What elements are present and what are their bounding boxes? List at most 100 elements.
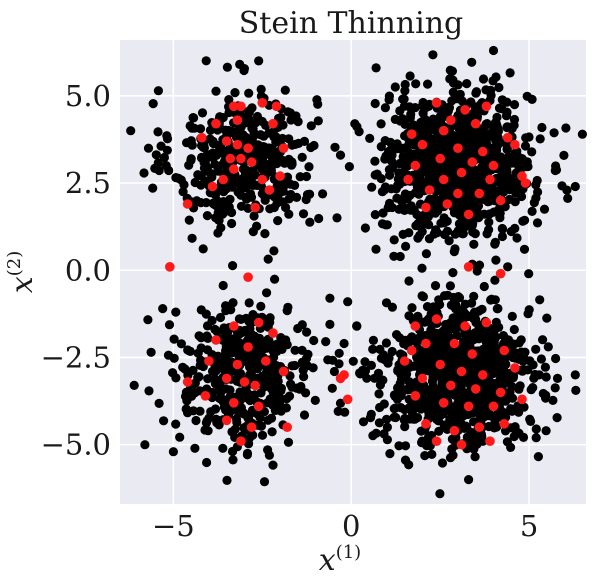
sample-point [270,274,280,284]
sample-point [193,170,203,180]
selected-point [435,359,446,370]
selected-point [449,338,460,349]
sample-point [514,352,524,362]
selected-point [221,415,232,426]
sample-point [191,415,201,426]
sample-point [148,99,158,109]
sample-point [143,143,154,153]
selected-point [410,391,421,401]
selected-point [250,380,260,391]
sample-point [486,365,497,375]
sample-point [299,410,310,420]
sample-point [376,119,386,129]
sample-point [213,162,224,172]
sample-point [441,133,452,143]
x-axis-label: x(1) [319,542,361,578]
sample-point [462,329,472,339]
sample-point [205,125,216,135]
sample-point [139,168,149,178]
sample-point [192,196,202,206]
sample-point [538,335,548,345]
sample-point [159,152,169,163]
selected-point [424,185,435,195]
selected-point [268,118,278,129]
sample-point [335,398,346,408]
sample-point [246,192,257,202]
sample-point [181,404,191,414]
sample-point [352,321,362,331]
sample-point [458,216,468,226]
selected-point [421,338,431,349]
sample-point [503,262,513,272]
sample-point [380,182,391,192]
selected-point [232,115,243,125]
sample-point [505,157,515,167]
sample-point [505,68,515,78]
sample-point [306,121,316,131]
sample-point [195,406,205,416]
sample-point [420,451,430,461]
sample-point [431,225,441,235]
sample-point [467,57,477,67]
sample-point [411,79,421,89]
selected-point [431,436,442,447]
sample-point [178,187,188,197]
sample-point [557,181,567,191]
sample-point [418,292,428,302]
sample-point [239,423,249,433]
sample-point [225,181,236,192]
selected-point [239,377,250,387]
sample-point [208,138,218,149]
sample-point [260,229,270,239]
selected-point [182,199,193,209]
selected-point [204,356,214,366]
sample-point [267,153,278,163]
sample-point [410,103,420,113]
sample-point [527,147,537,157]
selected-point [470,384,481,394]
selected-point [236,101,246,112]
selected-point [520,178,531,188]
sample-point [499,411,509,421]
sample-point [188,406,198,416]
sample-point [332,213,342,223]
sample-point [381,220,391,230]
selected-point [478,370,488,380]
sample-point [500,426,511,436]
sample-point [490,418,500,428]
sample-point [143,315,153,325]
sample-point [464,182,474,192]
selected-point [342,394,353,405]
sample-point [447,402,457,412]
selected-point [282,422,293,433]
sample-point [164,320,175,330]
sample-point [309,335,319,346]
sample-point [458,229,468,239]
sample-point [417,349,427,359]
selected-point [218,174,228,185]
sample-point [428,302,439,312]
sample-point [419,398,429,408]
selected-point [250,202,260,213]
sample-point [318,189,328,199]
sample-point [174,173,184,183]
sample-point [407,122,417,132]
sample-point [400,131,410,141]
selected-point [406,345,417,356]
sample-point [490,333,500,343]
sample-point [448,268,458,278]
sample-point [406,109,416,119]
sample-point [286,379,296,389]
sample-point [428,168,438,178]
sample-point [484,376,494,386]
selected-point [275,171,285,181]
sample-point [499,339,509,349]
selected-point [221,373,232,384]
sample-point [445,281,455,291]
selected-point [278,143,289,153]
sample-point [502,437,512,447]
selected-point [271,101,282,112]
selected-point [467,349,478,359]
sample-point [552,413,562,423]
sample-point [570,181,580,192]
